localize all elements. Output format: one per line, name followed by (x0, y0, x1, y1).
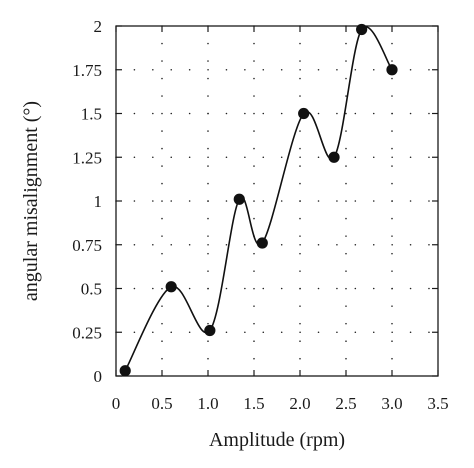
data-point (204, 324, 216, 337)
data-point (328, 151, 340, 163)
axis-ticks (115, 25, 439, 377)
series-line (124, 26, 393, 372)
x-tick-label: 2.0 (289, 394, 310, 413)
data-point (298, 107, 310, 120)
x-tick-label: 2.5 (335, 394, 356, 413)
x-tick-label: 1.0 (197, 394, 218, 413)
y-tick-label: 0.25 (72, 323, 102, 342)
x-tick-label: 1.5 (243, 394, 264, 413)
data-point (356, 23, 368, 36)
y-tick-label: 1.75 (72, 61, 102, 80)
y-tick-label: 1.5 (81, 105, 102, 124)
x-tick-label: 3.0 (381, 394, 402, 413)
y-axis-label: angular misalignment (°) (20, 101, 42, 301)
x-tick-labels: 0 0.5 1.0 1.5 2.0 2.5 3.0 3.5 (112, 394, 449, 413)
data-point (233, 193, 245, 205)
y-tick-label: 0.5 (81, 280, 102, 299)
x-tick-label: 0 (112, 394, 121, 413)
data-point (119, 365, 131, 377)
data-point (386, 64, 398, 76)
data-point (256, 237, 268, 249)
y-tick-label: 2 (94, 17, 103, 36)
y-tick-label: 0.75 (72, 236, 102, 255)
y-tick-label: 0 (94, 367, 103, 386)
data-points (119, 23, 398, 377)
data-point (165, 281, 177, 293)
grid (115, 25, 439, 377)
y-tick-label: 1 (94, 192, 103, 211)
x-tick-label: 0.5 (151, 394, 172, 413)
y-tick-label: 1.25 (72, 148, 102, 167)
x-axis-label: Amplitude (rpm) (209, 429, 345, 451)
x-tick-label: 3.5 (427, 394, 448, 413)
y-tick-labels: 0 0.25 0.5 0.75 1 1.25 1.5 1.75 2 (72, 17, 102, 386)
